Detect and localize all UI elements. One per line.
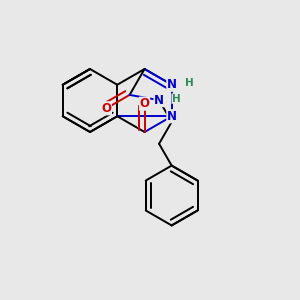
Text: H: H bbox=[172, 94, 180, 103]
Text: N: N bbox=[167, 110, 177, 123]
Text: O: O bbox=[101, 102, 111, 115]
Text: N: N bbox=[154, 94, 164, 106]
Text: N: N bbox=[167, 78, 177, 91]
Text: O: O bbox=[140, 97, 150, 110]
Text: H: H bbox=[185, 78, 194, 88]
